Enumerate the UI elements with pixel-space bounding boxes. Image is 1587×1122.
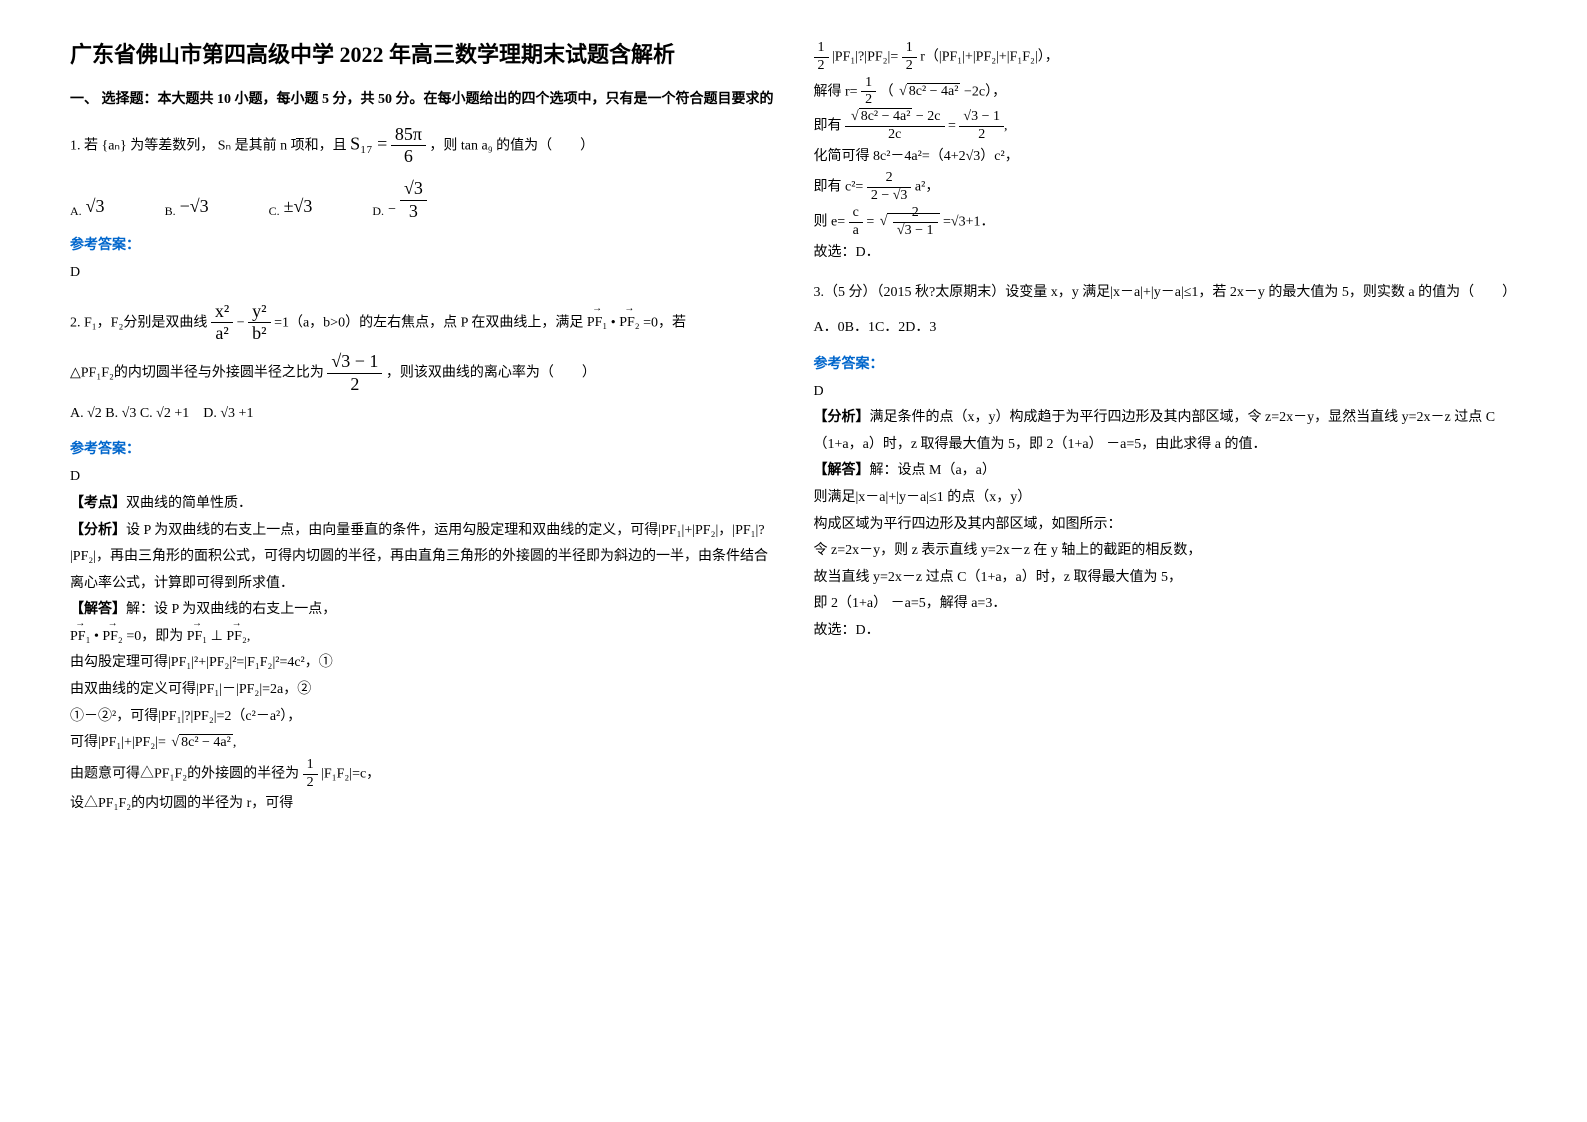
q1-s17-den: 6 [391,146,426,168]
q2-options: A. √2 B. √3 C. √2 +1 D. √3 +1 [70,401,774,426]
q2-answer-letter: D [70,464,774,491]
q3-jieda-l4: 令 z=2x－y，则 z 表示直线 y=2x－z 在 y 轴上的截距的相反数， [814,538,1518,565]
q1-optC: C. ±√3 [269,190,313,222]
q1-an: {aₙ} [102,138,127,153]
question-2: 2. F₁，F₂分别是双曲线 x² a² − y² b² =1（a，b>0）的左… [70,301,774,427]
question-3: 3.（5 分）（2015 秋?太原期末）设变量 x，y 满足|x－a|+|y－a… [814,280,1518,340]
q2-pf2-vec: PF₂ [619,310,639,335]
q2-optB: B. √3 [105,406,136,421]
q1-options: A. √3 B. −√3 C. ±√3 D. − √3 3 [70,178,774,222]
q1-optD-frac: √3 3 [400,178,427,222]
q3-jieda-l5: 故当直线 y=2x－z 过点 C（1+a，a）时，z 取得最大值为 5， [814,565,1518,592]
c2-l5: 即有 c²= 2 2 − √3 a²， [814,170,1518,205]
q3-jieda-l3: 构成区域为平行四边形及其内部区域，如图所示： [814,512,1518,539]
q1-tana9: tan a₉ [461,138,493,153]
q3-options: A．0B．1C．2D．3 [814,315,1518,340]
q3-fenxi: 【分析】满足条件的点（x，y）构成趋于为平行四边形及其内部区域，令 z=2x－y… [814,405,1518,458]
q3-answer-letter: D [814,379,1518,406]
page-title: 广东省佛山市第四高级中学 2022 年高三数学理期末试题含解析 [70,40,774,71]
q2-stem-line2: △PF₁F₂的内切圆半径与外接圆半径之比为 √3 − 1 2 ，则该双曲线的离心… [70,351,774,395]
c2-l3: 即有 8c² − 4a² − 2c 2c = √3 − 1 2 , [814,109,1518,144]
q1-tail2: 的值为（ ） [496,138,594,153]
sqrt-icon: 8c² − 4a² [169,730,232,757]
q1-tail: ，则 [429,138,457,153]
q2-kaodian: 【考点】双曲线的简单性质． [70,491,774,518]
q1-mid: 为等差数列， [130,138,214,153]
section-1-head: 一、 选择题：本大题共 10 小题，每小题 5 分，共 50 分。在每小题给出的… [70,89,774,110]
q1-stem: 1. 若 {aₙ} 为等差数列， Sₙ 是其前 n 项和，且 S₁₇ = 85π… [70,124,774,168]
q2-jieda-l2: PF₁ • PF₂ =0，即为 PF₁ ⊥ PF₂, [70,624,774,651]
q1-optD: D. − √3 3 [372,178,426,222]
q1-s17-frac: 85π 6 [391,124,426,168]
q2-jieda-l5: ①－②²，可得|PF₁|?|PF₂|=2（c²－a²）， [70,704,774,731]
q2-jieda: 【解答】解：设 P 为双曲线的右支上一点， [70,597,774,624]
q3-answer: D 【分析】满足条件的点（x，y）构成趋于为平行四边形及其内部区域，令 z=2x… [814,379,1518,645]
q2-jieda-l6: 可得|PF₁|+|PF₂|= 8c² − 4a², [70,730,774,757]
q1-prefix: 1. 若 [70,138,98,153]
q2-jieda-l7: 由题意可得△PF₁F₂的外接圆的半径为 1 2 |F₁F₂|=c， [70,757,774,792]
q2-optD: D. √3 +1 [203,406,253,421]
q2-answer: D 【考点】双曲线的简单性质． 【分析】设 P 为双曲线的右支上一点，由向量垂直… [70,464,774,818]
question-1: 1. 若 {aₙ} 为等差数列， Sₙ 是其前 n 项和，且 S₁₇ = 85π… [70,124,774,222]
c2-l4: 化简可得 8c²－4a²=（4+2√3）c²， [814,144,1518,171]
q3-answer-label: 参考答案： [814,353,1518,373]
right-column: 1 2 |PF₁|?|PF₂|= 1 2 r（|PF₁|+|PF₂|+|F₁F₂… [794,40,1538,1082]
q1-mid2: 是其前 n 项和，且 [235,138,347,153]
q2-jieda-l3: 由勾股定理可得|PF₁|²+|PF₂|²=|F₁F₂|²=4c²，① [70,650,774,677]
q2-jieda-l4: 由双曲线的定义可得|PF₁|－|PF₂|=2a，② [70,677,774,704]
q1-optA: A. √3 [70,190,105,222]
q1-s17-eq: S₁₇ = [350,133,387,153]
c2-l2: 解得 r= 1 2 （ 8c² − 4a² −2c）， [814,75,1518,110]
q3-stem: 3.（5 分）（2015 秋?太原期末）设变量 x，y 满足|x－a|+|y－a… [814,280,1518,305]
c2-l6: 则 e= c a = 2 √3 − 1 =√3+1． [814,205,1518,240]
q1-sn: Sₙ [218,138,231,153]
q2-stem-line1: 2. F₁，F₂分别是双曲线 x² a² − y² b² =1（a，b>0）的左… [70,301,774,345]
q2-x2a2: x² a² [211,301,233,345]
q1-answer: D [70,260,774,287]
q2-optA: A. √2 [70,406,102,421]
q3-jieda-l2: 则满足|x－a|+|y－a|≤1 的点（x，y） [814,485,1518,512]
q2-jieda-l8: 设△PF₁F₂的内切圆的半径为 r，可得 [70,791,774,818]
q2-pf1-vec: PF₁ [587,310,607,335]
q1-answer-label: 参考答案： [70,234,774,254]
q1-optB: B. −√3 [165,190,209,222]
q2-answer-label: 参考答案： [70,438,774,458]
q3-jieda-l7: 故选：D． [814,618,1518,645]
q2-cont: 1 2 |PF₁|?|PF₂|= 1 2 r（|PF₁|+|PF₂|+|F₁F₂… [814,40,1518,266]
q3-jieda: 【解答】解：设点 M（a，a） [814,458,1518,485]
q2-optC: C. √2 +1 [140,406,189,421]
q2-y2b2: y² b² [248,301,270,345]
q3-jieda-l6: 即 2（1+a） －a=5，解得 a=3． [814,591,1518,618]
q1-s17-num: 85π [391,124,426,147]
c2-l1: 1 2 |PF₁|?|PF₂|= 1 2 r（|PF₁|+|PF₂|+|F₁F₂… [814,40,1518,75]
q2-ratio: √3 − 1 2 [327,351,382,395]
q2-fenxi: 【分析】设 P 为双曲线的右支上一点，由向量垂直的条件，运用勾股定理和双曲线的定… [70,518,774,598]
left-column: 广东省佛山市第四高级中学 2022 年高三数学理期末试题含解析 一、 选择题：本… [50,40,794,1082]
c2-l7: 故选：D． [814,240,1518,267]
